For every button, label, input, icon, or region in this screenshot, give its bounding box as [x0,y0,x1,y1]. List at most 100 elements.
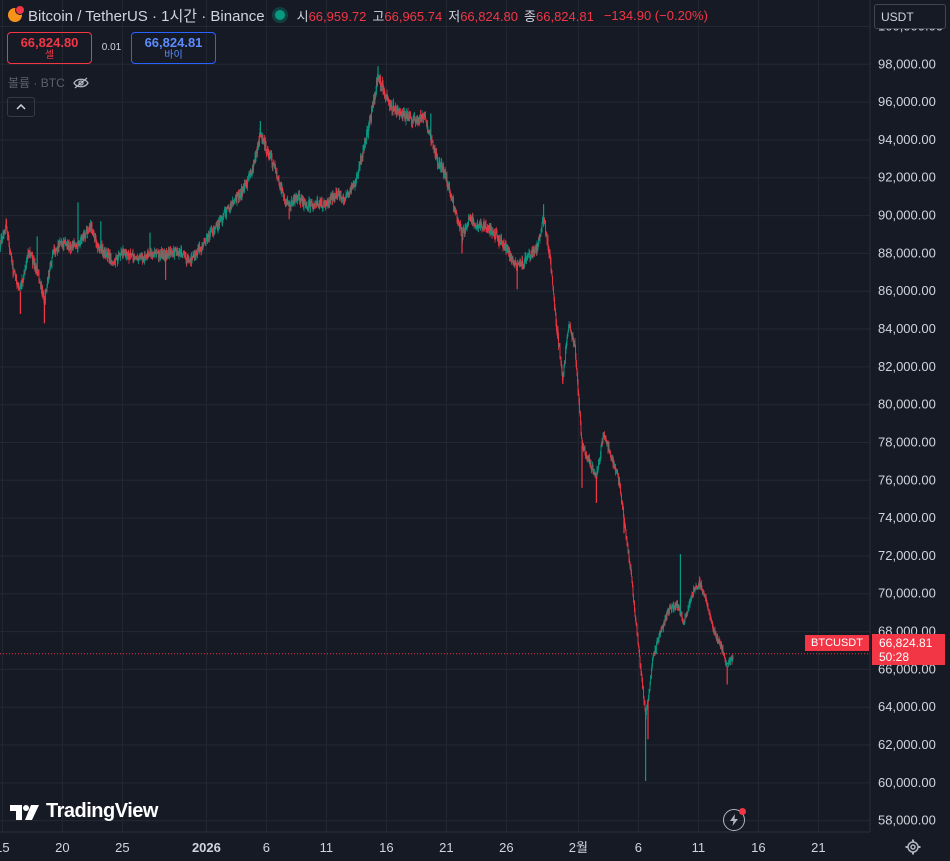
gear-icon[interactable] [905,839,921,855]
candle-body [474,226,476,228]
candle-body [385,96,386,98]
candle-body [191,256,192,263]
candle-body [648,697,649,702]
candle-body [207,234,208,242]
candle-body [294,198,295,204]
candle-body [607,441,609,451]
lightning-button[interactable] [723,808,746,831]
candle-body [400,111,401,115]
candle-body [691,592,693,599]
candle-body [102,247,103,252]
candle-body [155,253,156,255]
candle-body [320,201,322,205]
candle-body [314,205,316,207]
candle-body [483,221,485,225]
candle-body [728,660,730,663]
price-tick-label: 64,000.00 [878,699,936,714]
sell-button[interactable]: 66,824.80 셀 [7,32,92,64]
candle-body [79,243,80,246]
volume-indicator-legend[interactable]: 볼륨 · BTC [8,74,89,91]
candle-body [367,133,369,135]
candle-body [73,241,75,246]
candle-body [714,629,716,635]
candle-body [533,248,534,254]
candle-body [354,180,356,187]
candle-body [640,666,642,674]
candle-body [282,187,283,192]
candle-body [163,258,165,259]
candle-body [625,528,626,530]
candle-body [669,606,671,608]
candle-body [170,249,171,256]
candle-body [701,583,702,589]
candle-body [708,609,709,611]
candle-body [463,228,464,230]
candle-body [55,250,56,255]
candle-body [466,227,467,230]
candle-body [369,119,370,125]
candle-body [446,175,447,178]
candle-body [141,256,142,258]
candle-body [485,223,486,225]
buy-button[interactable]: 66,824.81 바이 [131,32,216,64]
candle-body [118,253,120,256]
candle-body [635,620,637,624]
candle-body [443,165,444,175]
candle-body [9,250,11,251]
candle-body [376,81,378,86]
currency-select[interactable]: USDT [874,4,946,29]
candle-body [412,119,414,124]
candle-body [44,299,45,301]
candle-body [517,264,519,265]
candle-body [471,216,473,222]
candle-body [5,225,6,231]
candle-body [470,218,471,220]
candle-body [574,342,576,346]
candle-body [180,248,182,251]
candle-body [728,662,729,665]
candle-body [242,187,244,193]
candle-body [325,202,326,208]
candle-body [113,261,115,263]
candle-body [236,195,238,203]
candle-body [419,114,421,118]
candle-body [71,243,73,248]
bitcoin-icon[interactable] [8,5,25,22]
tradingview-brand[interactable]: TradingView [10,800,158,823]
candle-body [372,105,374,108]
candle-body [327,201,329,208]
candle-body [22,281,24,283]
candle-body [645,712,647,719]
candle-body [705,595,706,598]
candle-body [639,656,641,665]
candle-body [476,223,478,227]
price-axis[interactable]: 100,000.0098,000.0096,000.0094,000.0092,… [878,18,943,827]
candle-body [423,115,424,119]
candle-body [627,544,628,546]
candle-body [593,474,595,476]
candle-body [267,150,268,155]
candle-body [216,222,217,224]
candle-body [340,191,341,193]
candle-body [280,187,281,190]
candle-body [132,253,133,255]
candle-body [586,454,587,457]
candle-body [117,255,119,265]
collapse-legend-button[interactable] [7,97,35,117]
eye-off-icon[interactable] [72,77,89,89]
candle-body [379,77,380,80]
candle-body [159,252,160,255]
candle-body [493,231,494,234]
candle-body [457,219,458,223]
candle-body [407,112,408,119]
symbol-title[interactable]: Bitcoin / TetherUS · 1시간 · Binance [28,7,265,25]
candle-body [692,594,694,596]
candle-body [96,243,97,246]
candle-body [163,253,164,259]
candle-body [245,183,247,186]
candle-body [382,83,384,93]
candle-body [497,235,499,241]
time-axis[interactable]: 15202520266111621262월6111621 [0,840,826,855]
candle-body [274,163,275,165]
